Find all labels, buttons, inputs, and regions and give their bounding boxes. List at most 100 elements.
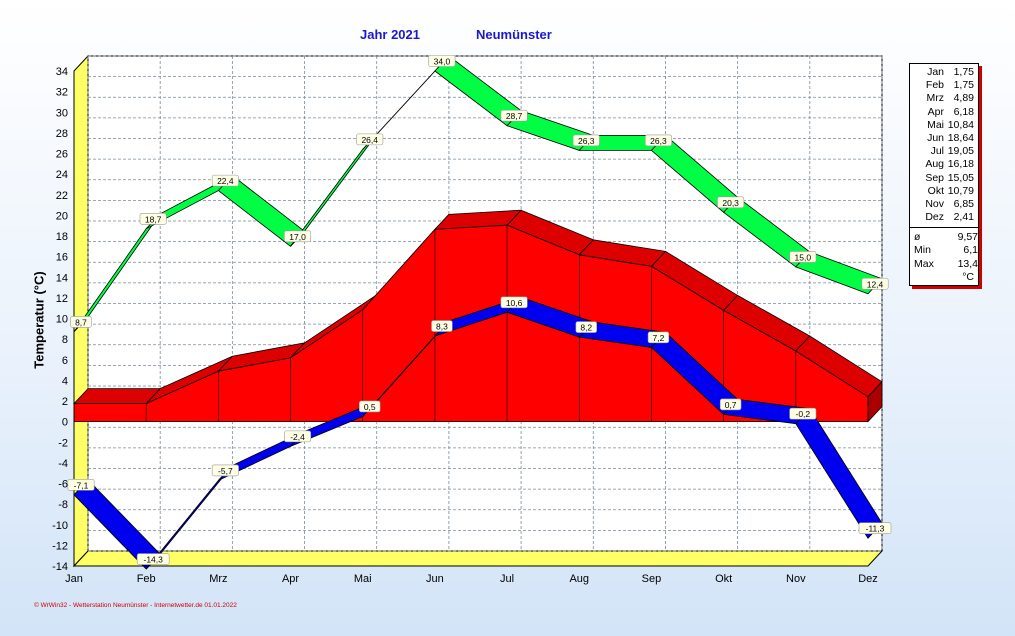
min-data-label-box (431, 320, 453, 332)
table-row-month-value: 10,84 (947, 118, 974, 131)
table-row-month-key: Jan (927, 66, 944, 78)
min-data-label: 8,3 (436, 322, 448, 332)
y-tick-label: 18 (56, 231, 68, 243)
x-tick-label: Mai (354, 573, 372, 585)
max-data-label: 20,3 (722, 198, 739, 208)
x-tick-label: Feb (137, 573, 156, 585)
max-data-label: 28,7 (506, 111, 523, 121)
x-tick-label: Nov (786, 573, 806, 585)
y-axis-label: Temperatur (°C) (31, 271, 47, 369)
mean-area-top (73, 388, 162, 405)
table-row-min-value: 6,1 (963, 244, 978, 257)
plot-floor (72, 550, 884, 567)
max-data-label-box (861, 277, 889, 290)
x-tick-label: Aug (569, 573, 589, 585)
table-row-month: Jul 19,05 (910, 145, 978, 158)
min-data-label-box (789, 407, 817, 420)
y-tick-label: 30 (56, 107, 68, 119)
x-tick-label: Jul (500, 573, 514, 585)
table-row-max-key: Max (914, 257, 934, 270)
min-data-label-box (500, 296, 528, 309)
min-data-label: 8,2 (580, 323, 592, 333)
max-data-label: 34,0 (434, 57, 451, 67)
table-row-month: Okt 10,79 (910, 185, 978, 198)
max-data-label-box (139, 212, 167, 225)
table-row-month-value: 2,41 (953, 211, 974, 224)
min-data-label: -14,3 (143, 555, 163, 565)
table-row-month-key: Nov (925, 197, 944, 210)
table-row-mean-key: ø (914, 231, 921, 244)
min-data-label: 10,6 (506, 298, 523, 308)
min-data-label: 7,2 (653, 333, 665, 343)
table-row-month: Sep 15,05 (910, 172, 978, 185)
min-data-label: -7,1 (74, 480, 89, 490)
table-row-month-key: Mai (927, 118, 944, 131)
y-tick-label: -10 (52, 520, 68, 532)
table-row-month-key: Okt (927, 184, 944, 197)
max-data-label: 18,7 (145, 214, 162, 224)
table-divider (910, 227, 978, 229)
chart-title-year: Jahr 2021 (360, 27, 420, 42)
table-row-month: Aug 16,18 (910, 158, 978, 171)
min-data-label: -5,7 (218, 466, 233, 476)
x-tick-label: Apr (282, 573, 299, 585)
max-data-label-box (572, 134, 600, 147)
min-data-label-box (719, 398, 742, 411)
x-tick-label: Sep (642, 573, 662, 585)
y-tick-label: 22 (56, 190, 68, 202)
table-row-month-key: Dez (925, 211, 944, 224)
min-data-label: -2,4 (290, 432, 305, 442)
y-tick-label: 20 (56, 210, 68, 222)
mean-area-end (867, 380, 883, 423)
y-tick-label: 34 (56, 66, 68, 78)
x-tick-label: Mrz (209, 573, 227, 585)
table-row-month-value: 6,85 (953, 197, 974, 210)
table-row-month-value: 15,05 (947, 171, 974, 184)
y-tick-label: 10 (56, 314, 68, 326)
min-data-label-box (67, 479, 95, 491)
table-row-month-value: 1,75 (953, 66, 974, 78)
table-row-month: Apr 6,18 (910, 106, 978, 119)
table-row-month-value: 10,79 (947, 184, 974, 197)
min-data-label-box (359, 400, 381, 413)
min-data-label: -0,2 (795, 409, 810, 419)
max-data-label: 22,4 (217, 176, 234, 186)
x-tick-label: Jan (65, 573, 83, 585)
max-data-label-box (356, 133, 384, 146)
y-tick-label: -12 (52, 540, 68, 552)
min-data-label-box (575, 321, 597, 333)
footer-credit: © WrWin32 - Wetterstation Neumünster - I… (34, 602, 237, 609)
table-row-month-key: Jun (927, 131, 944, 144)
table-row-month-value: 6,18 (953, 105, 974, 118)
min-data-label-box (211, 464, 239, 477)
table-row-month-value: 16,18 (947, 158, 974, 171)
table-row-month-key: Aug (925, 158, 944, 171)
table-row-month-key: Mrz (926, 92, 945, 105)
y-tick-label: 16 (56, 252, 68, 264)
min-data-label-box (858, 522, 892, 534)
y-tick-label: -6 (58, 479, 68, 491)
max-data-label-box (428, 55, 456, 67)
y-tick-label: 4 (62, 375, 68, 387)
table-row-month-value: 19,05 (947, 145, 974, 158)
table-row-month-value: 18,64 (947, 131, 974, 144)
y-tick-label: -8 (58, 499, 68, 511)
x-tick-label: Dez (858, 573, 878, 585)
max-data-label-box (211, 174, 239, 187)
max-data-label-box (789, 251, 817, 263)
table-row-min: Min 6,1 (910, 244, 978, 257)
min-data-label-box (647, 331, 670, 344)
max-data-label-box (644, 134, 672, 147)
y-tick-label: 14 (56, 272, 68, 284)
max-data-label: 8,7 (75, 317, 87, 327)
min-data-label: 0,5 (364, 402, 376, 412)
table-row-month: Mrz 4,89 (910, 92, 978, 105)
table-row-month-key: Jul (930, 145, 944, 158)
y-tick-label: -2 (58, 437, 68, 449)
y-tick-label: 6 (62, 355, 68, 367)
table-unit: °C (962, 270, 974, 283)
y-tick-label: 2 (62, 396, 68, 408)
y-tick-label: 32 (56, 87, 68, 99)
table-row-month-value: 4,89 (953, 92, 974, 105)
